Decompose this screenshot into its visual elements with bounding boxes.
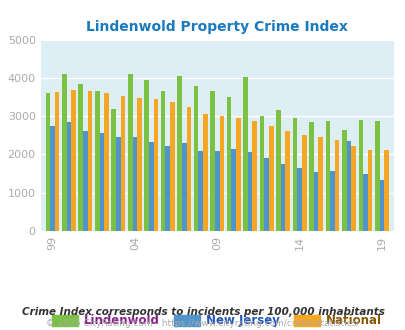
Bar — [71, 90, 76, 231]
Bar — [210, 91, 214, 231]
Bar — [252, 121, 256, 231]
Bar — [104, 93, 109, 231]
Bar — [280, 164, 285, 231]
Bar — [181, 143, 186, 231]
Bar — [128, 74, 132, 231]
Bar — [144, 80, 149, 231]
Bar — [78, 83, 83, 231]
Bar — [285, 131, 289, 231]
Bar — [45, 93, 50, 231]
Text: © 2025 CityRating.com - https://www.cityrating.com/crime-statistics/: © 2025 CityRating.com - https://www.city… — [46, 319, 359, 328]
Bar — [202, 114, 207, 231]
Bar — [120, 96, 125, 231]
Bar — [66, 122, 71, 231]
Bar — [358, 120, 362, 231]
Bar — [83, 131, 87, 231]
Bar — [334, 140, 339, 231]
Bar — [111, 109, 116, 231]
Bar — [193, 85, 198, 231]
Bar — [235, 118, 240, 231]
Bar — [325, 121, 329, 231]
Bar — [95, 91, 99, 231]
Bar — [177, 76, 181, 231]
Bar — [264, 157, 268, 231]
Bar — [247, 152, 252, 231]
Bar — [259, 116, 264, 231]
Bar — [214, 151, 219, 231]
Bar — [186, 107, 191, 231]
Bar — [341, 130, 346, 231]
Bar — [346, 141, 350, 231]
Bar — [153, 99, 158, 231]
Bar — [301, 135, 306, 231]
Bar — [350, 146, 355, 231]
Bar — [308, 122, 313, 231]
Bar — [132, 137, 137, 231]
Bar — [296, 168, 301, 231]
Bar — [160, 91, 165, 231]
Bar — [116, 137, 120, 231]
Bar — [165, 146, 170, 231]
Bar — [137, 98, 141, 231]
Bar — [268, 126, 273, 231]
Bar — [231, 149, 235, 231]
Bar — [55, 92, 59, 231]
Text: Crime Index corresponds to incidents per 100,000 inhabitants: Crime Index corresponds to incidents per… — [21, 307, 384, 317]
Bar — [62, 74, 66, 231]
Bar — [362, 174, 367, 231]
Bar — [329, 171, 334, 231]
Bar — [374, 121, 379, 231]
Bar — [379, 180, 383, 231]
Bar — [318, 137, 322, 231]
Bar — [383, 150, 388, 231]
Bar — [99, 133, 104, 231]
Bar — [313, 172, 318, 231]
Bar — [149, 142, 153, 231]
Bar — [198, 150, 202, 231]
Bar — [170, 102, 174, 231]
Legend: Lindenwold, New Jersey, National: Lindenwold, New Jersey, National — [47, 310, 386, 330]
Bar — [367, 150, 371, 231]
Bar — [50, 126, 55, 231]
Title: Lindenwold Property Crime Index: Lindenwold Property Crime Index — [86, 20, 347, 34]
Bar — [243, 77, 247, 231]
Bar — [275, 111, 280, 231]
Bar — [292, 118, 296, 231]
Bar — [226, 97, 231, 231]
Bar — [87, 91, 92, 231]
Bar — [219, 116, 224, 231]
